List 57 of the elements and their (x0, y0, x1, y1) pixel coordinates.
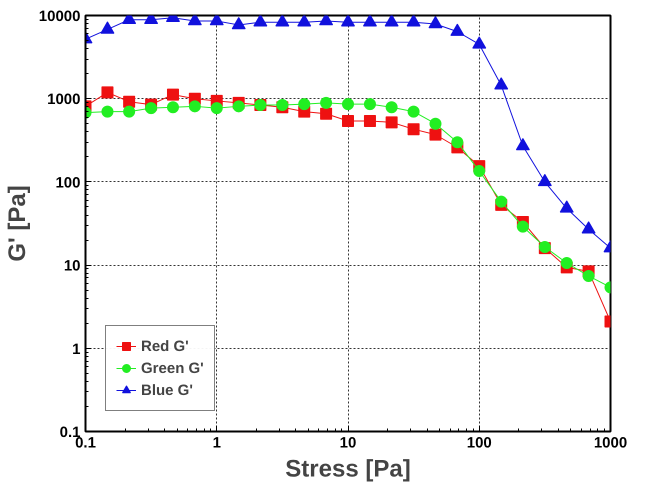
x-tick-label: 1 (212, 434, 221, 452)
point (276, 99, 288, 111)
point (364, 114, 376, 127)
point (297, 16, 312, 26)
point (101, 106, 114, 118)
y-tick-label: 10000 (38, 8, 81, 25)
point (386, 101, 398, 114)
point (188, 100, 201, 112)
point (429, 128, 442, 141)
point (123, 96, 136, 108)
point (123, 106, 136, 118)
point (516, 220, 529, 233)
point (450, 24, 464, 36)
point (429, 118, 442, 130)
point (210, 102, 223, 114)
y-tick-label: 100 (55, 174, 81, 192)
x-tick-label: 100 (466, 434, 492, 452)
point (364, 98, 376, 110)
point (232, 100, 245, 112)
point (406, 16, 421, 26)
x-axis-title: Stress [Pa] (285, 456, 411, 482)
point (428, 16, 442, 28)
y-axis-title: G' [Pa] (4, 185, 31, 262)
point (298, 98, 310, 110)
point (101, 86, 114, 98)
point (494, 77, 508, 90)
point (320, 108, 332, 120)
point (275, 16, 290, 26)
point (100, 21, 114, 34)
point (166, 101, 179, 114)
point (495, 196, 508, 208)
y-tick-label: 1 (72, 340, 80, 358)
point (342, 98, 354, 110)
y-tick-label: 1000 (47, 91, 81, 108)
x-tick-label: 1000 (594, 434, 628, 452)
point (472, 36, 486, 49)
point (253, 16, 268, 26)
point (320, 96, 332, 109)
point (451, 136, 464, 148)
x-tick-label: 10 (340, 434, 356, 452)
legend-label: Red G' (141, 338, 189, 354)
point (582, 270, 595, 282)
point (145, 102, 158, 114)
legend-label: Green G' (141, 360, 204, 376)
y-tick-label: 10 (64, 258, 81, 275)
point (232, 16, 246, 30)
point (408, 106, 420, 118)
point (166, 88, 179, 101)
point (386, 116, 398, 128)
legend-label: Blue G' (141, 382, 193, 398)
point (384, 16, 399, 26)
point (560, 257, 573, 269)
point (341, 16, 355, 26)
point (473, 165, 486, 178)
point (342, 114, 354, 127)
point (362, 16, 377, 26)
point (408, 123, 420, 136)
